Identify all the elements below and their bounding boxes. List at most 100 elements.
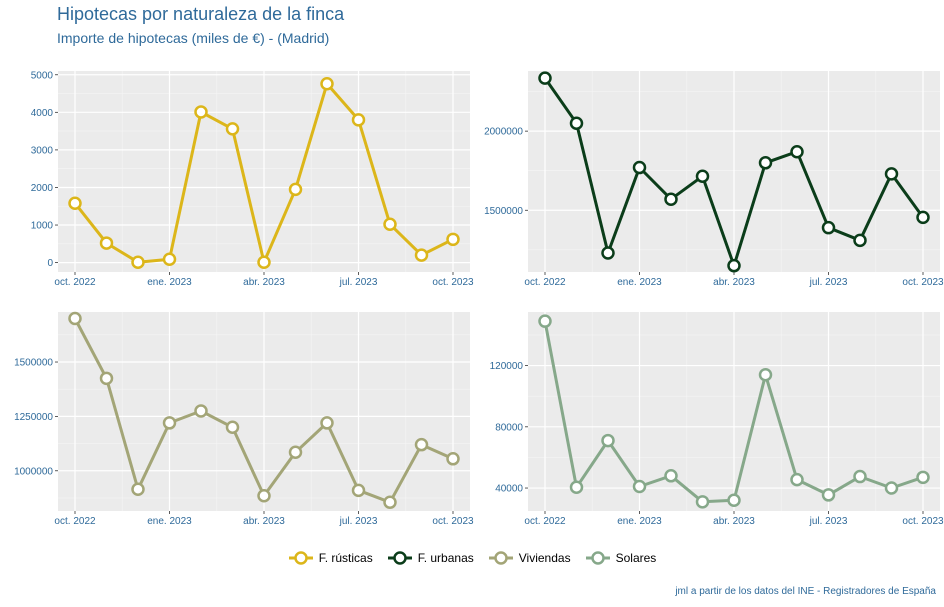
x-tick-label: oct. 2022 [524, 516, 566, 527]
data-point-rusticas [225, 122, 240, 136]
legend-label-solares: Solares [615, 551, 657, 565]
data-point-urbanas [601, 246, 615, 260]
panel-rusticas: 0 1000 2000 3000 4000 5000 oct. 2022 ene. 2023 a… [31, 70, 474, 288]
x-tick-label: oct. 2023 [432, 277, 474, 288]
x-tick-label: oct. 2022 [524, 277, 566, 288]
y-tick-label: 1500000 [484, 206, 523, 217]
data-point-solares [790, 472, 804, 487]
data-point-viviendas [383, 495, 397, 510]
x-tick-label: ene. 2023 [617, 277, 662, 288]
data-point-viviendas [194, 404, 208, 418]
y-tick-label: 1000000 [14, 466, 53, 477]
x-tick-label: jul. 2023 [339, 516, 378, 527]
y-tick-label: 1250000 [14, 412, 53, 423]
legend: F. rústicas F. urbanas Viviendas Solares [0, 550, 944, 566]
x-tick-label: oct. 2023 [432, 516, 474, 527]
legend-label-rusticas: F. rústicas [318, 551, 373, 565]
x-tick-label: jul. 2023 [809, 516, 848, 527]
data-point-urbanas [632, 160, 647, 175]
y-tick-label: 0 [47, 258, 53, 269]
data-point-rusticas [68, 196, 82, 210]
data-point-rusticas [446, 232, 460, 247]
panel-viviendas: 1000000 1250000 1500000 oct. 2022 ene. 2023 a… [14, 311, 474, 527]
data-point-rusticas [131, 255, 145, 269]
data-point-viviendas [131, 482, 145, 497]
data-point-rusticas [194, 105, 208, 119]
source-caption: jml a partir de los datos del INE - Regi… [675, 586, 936, 597]
data-point-viviendas [257, 489, 271, 503]
data-point-rusticas [414, 248, 429, 262]
data-point-rusticas [351, 113, 366, 127]
data-point-urbanas [569, 116, 584, 130]
data-point-viviendas [414, 437, 429, 452]
y-tick-label: 4000 [31, 108, 54, 119]
data-point-urbanas [758, 156, 773, 170]
data-point-urbanas [916, 210, 930, 225]
data-point-rusticas [99, 236, 114, 250]
panel-urbanas: 1500000 2000000 oct. 2022 ene. 2023 abr. 202… [484, 71, 944, 288]
data-point-rusticas [257, 255, 271, 269]
data-point-urbanas [821, 220, 836, 235]
data-point-urbanas [853, 233, 867, 248]
data-point-solares [664, 469, 678, 483]
legend-item-urbanas: F. urbanas [387, 550, 474, 566]
y-tick-label: 3000 [31, 145, 54, 156]
legend-key-rusticas [288, 551, 313, 565]
data-point-viviendas [225, 420, 240, 435]
data-point-solares [884, 481, 899, 495]
data-point-viviendas [446, 452, 460, 466]
legend-label-viviendas: Viviendas [518, 551, 571, 565]
charts-area: 0 1000 2000 3000 4000 5000 oct. 2022 ene. 2023 a… [14, 70, 944, 527]
x-tick-label: abr. 2023 [713, 516, 755, 527]
data-point-urbanas [790, 144, 804, 159]
chart-title: Hipotecas por naturaleza de la finca [57, 4, 345, 24]
data-point-solares [695, 495, 710, 509]
legend-key-viviendas [488, 551, 513, 565]
x-tick-label: jul. 2023 [809, 277, 848, 288]
y-tick-label: 2000 [31, 183, 54, 194]
data-point-solares [821, 488, 836, 502]
y-tick-label: 80000 [495, 422, 523, 433]
data-point-urbanas [664, 192, 678, 206]
legend-key-solares [585, 551, 610, 565]
data-point-solares [758, 368, 773, 382]
x-tick-label: ene. 2023 [147, 277, 192, 288]
data-point-viviendas [68, 311, 82, 326]
data-point-viviendas [162, 416, 177, 430]
legend-item-solares: Solares [585, 550, 657, 566]
data-point-urbanas [695, 169, 710, 183]
x-tick-label: oct. 2023 [902, 277, 944, 288]
y-tick-label: 5000 [31, 70, 54, 81]
legend-label-urbanas: F. urbanas [417, 551, 474, 565]
x-tick-label: oct. 2023 [902, 516, 944, 527]
x-tick-label: abr. 2023 [243, 277, 285, 288]
data-point-solares [632, 479, 647, 494]
x-tick-label: oct. 2022 [54, 516, 96, 527]
data-point-rusticas [162, 252, 177, 266]
data-point-rusticas [288, 182, 303, 197]
y-tick-label: 40000 [495, 484, 523, 495]
data-point-solares [538, 314, 552, 328]
chart-subtitle: Importe de hipotecas (miles de €) - (Mad… [57, 30, 330, 46]
data-point-rusticas [383, 217, 397, 232]
x-tick-label: ene. 2023 [617, 516, 662, 527]
data-point-solares [727, 493, 741, 508]
data-point-urbanas [538, 71, 552, 85]
data-point-viviendas [320, 416, 334, 430]
y-tick-label: 120000 [490, 361, 524, 372]
data-point-urbanas [727, 258, 741, 273]
legend-key-urbanas [387, 551, 412, 565]
data-point-viviendas [288, 445, 303, 460]
y-tick-label: 2000000 [484, 127, 523, 138]
legend-item-viviendas: Viviendas [488, 550, 571, 566]
data-point-solares [569, 480, 584, 495]
x-tick-label: jul. 2023 [339, 277, 378, 288]
data-point-viviendas [351, 483, 366, 498]
x-tick-label: ene. 2023 [147, 516, 192, 527]
x-tick-label: oct. 2022 [54, 277, 96, 288]
data-point-solares [853, 469, 867, 484]
data-point-solares [916, 470, 930, 485]
legend-item-rusticas: F. rústicas [288, 550, 373, 566]
x-tick-label: abr. 2023 [713, 277, 755, 288]
data-point-rusticas [320, 77, 334, 91]
